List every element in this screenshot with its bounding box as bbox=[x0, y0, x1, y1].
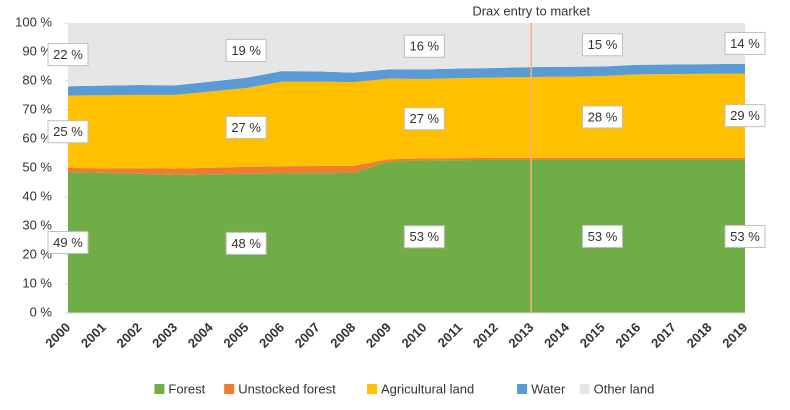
x-tick-label: 2012 bbox=[470, 320, 501, 351]
data-label: 15 % bbox=[581, 33, 623, 57]
x-tick-label: 2015 bbox=[577, 320, 608, 351]
y-tick-label: 80 % bbox=[22, 72, 52, 87]
area bbox=[68, 63, 745, 96]
legend-label: Agricultural land bbox=[381, 381, 474, 396]
x-tick-label: 2017 bbox=[648, 320, 679, 351]
x-tick-label: 2013 bbox=[505, 320, 536, 351]
data-label-text: 16 % bbox=[409, 39, 439, 54]
data-label-box bbox=[403, 225, 445, 249]
legend-swatch bbox=[224, 384, 235, 394]
y-tick-label: 60 % bbox=[22, 130, 52, 145]
data-label: 27 % bbox=[403, 107, 445, 131]
data-label-text: 22 % bbox=[53, 47, 83, 62]
x-tick-label: 2011 bbox=[435, 320, 466, 351]
data-label-text: 15 % bbox=[588, 37, 618, 52]
data-label-box bbox=[47, 43, 89, 67]
y-tick-label: 50 % bbox=[22, 159, 52, 174]
y-tick-label: 10 % bbox=[22, 275, 52, 290]
data-label: 28 % bbox=[581, 105, 623, 129]
data-label: 27 % bbox=[225, 115, 267, 139]
data-label: 53 % bbox=[581, 224, 623, 248]
y-tick-label: 90 % bbox=[22, 43, 52, 58]
data-label-box bbox=[581, 224, 623, 248]
data-label-text: 49 % bbox=[53, 235, 83, 250]
legend-swatch bbox=[517, 384, 528, 394]
data-label-text: 27 % bbox=[231, 120, 261, 135]
data-label-text: 53 % bbox=[588, 229, 618, 244]
x-tick-label: 2005 bbox=[220, 320, 251, 351]
data-label-box bbox=[581, 33, 623, 57]
x-tick-label: 2019 bbox=[719, 320, 750, 351]
y-tick-label: 0 % bbox=[30, 304, 53, 319]
y-tick-label: 40 % bbox=[22, 188, 52, 203]
data-label: 29 % bbox=[724, 104, 766, 128]
data-label-box bbox=[724, 31, 766, 55]
data-label-text: 48 % bbox=[231, 236, 261, 251]
data-label-text: 53 % bbox=[409, 229, 439, 244]
y-tick-label: 20 % bbox=[22, 246, 52, 261]
area bbox=[68, 157, 745, 175]
x-tick-label: 2003 bbox=[149, 320, 180, 351]
x-tick-label: 2008 bbox=[327, 320, 358, 351]
data-label-text: 19 % bbox=[231, 43, 261, 58]
y-tick-label: 30 % bbox=[22, 217, 52, 232]
data-label-box bbox=[225, 38, 267, 62]
data-label: 53 % bbox=[724, 224, 766, 248]
data-label-box bbox=[47, 120, 89, 144]
x-tick-label: 2018 bbox=[684, 320, 715, 351]
data-label-box bbox=[225, 115, 267, 139]
x-tick-label: 2001 bbox=[78, 320, 109, 351]
legend-swatch bbox=[154, 384, 165, 394]
data-label-box bbox=[403, 34, 445, 58]
x-tick-label: 2014 bbox=[541, 319, 573, 351]
data-label-box bbox=[225, 231, 267, 255]
y-tick-label: 100 % bbox=[15, 14, 52, 29]
data-label: 16 % bbox=[403, 34, 445, 58]
data-label-box bbox=[403, 107, 445, 131]
x-tick-label: 2007 bbox=[292, 320, 323, 351]
x-tick-label: 2004 bbox=[185, 319, 217, 351]
legend-label: Other land bbox=[594, 381, 655, 396]
annotation-label: Drax entry to market bbox=[472, 3, 590, 18]
legend-swatch bbox=[579, 384, 590, 394]
legend-label: Forest bbox=[168, 381, 205, 396]
data-label-text: 29 % bbox=[730, 108, 760, 123]
data-label: 25 % bbox=[47, 120, 89, 144]
x-tick-label: 2009 bbox=[363, 320, 394, 351]
y-tick-label: 70 % bbox=[22, 101, 52, 116]
data-label-box bbox=[581, 105, 623, 129]
data-label: 53 % bbox=[403, 225, 445, 249]
data-label: 49 % bbox=[47, 231, 89, 255]
data-label-box bbox=[724, 224, 766, 248]
x-tick-label: 2000 bbox=[42, 320, 73, 351]
x-tick-label: 2006 bbox=[256, 320, 287, 351]
data-label-text: 14 % bbox=[730, 36, 760, 51]
legend-label: Unstocked forest bbox=[238, 381, 336, 396]
data-label-box bbox=[724, 104, 766, 128]
data-label-text: 53 % bbox=[730, 229, 760, 244]
data-label-text: 28 % bbox=[588, 109, 618, 124]
x-tick-label: 2010 bbox=[399, 320, 430, 351]
data-label-text: 27 % bbox=[409, 111, 439, 126]
data-label-box bbox=[47, 231, 89, 255]
x-tick-label: 2016 bbox=[612, 320, 643, 351]
data-label: 22 % bbox=[47, 43, 89, 67]
x-tick-label: 2002 bbox=[114, 320, 145, 351]
data-label: 48 % bbox=[225, 231, 267, 255]
data-label-text: 25 % bbox=[53, 124, 83, 139]
legend-label: Water bbox=[531, 381, 566, 396]
data-label: 19 % bbox=[225, 38, 267, 62]
data-label: 14 % bbox=[724, 31, 766, 55]
legend-swatch bbox=[367, 384, 377, 394]
